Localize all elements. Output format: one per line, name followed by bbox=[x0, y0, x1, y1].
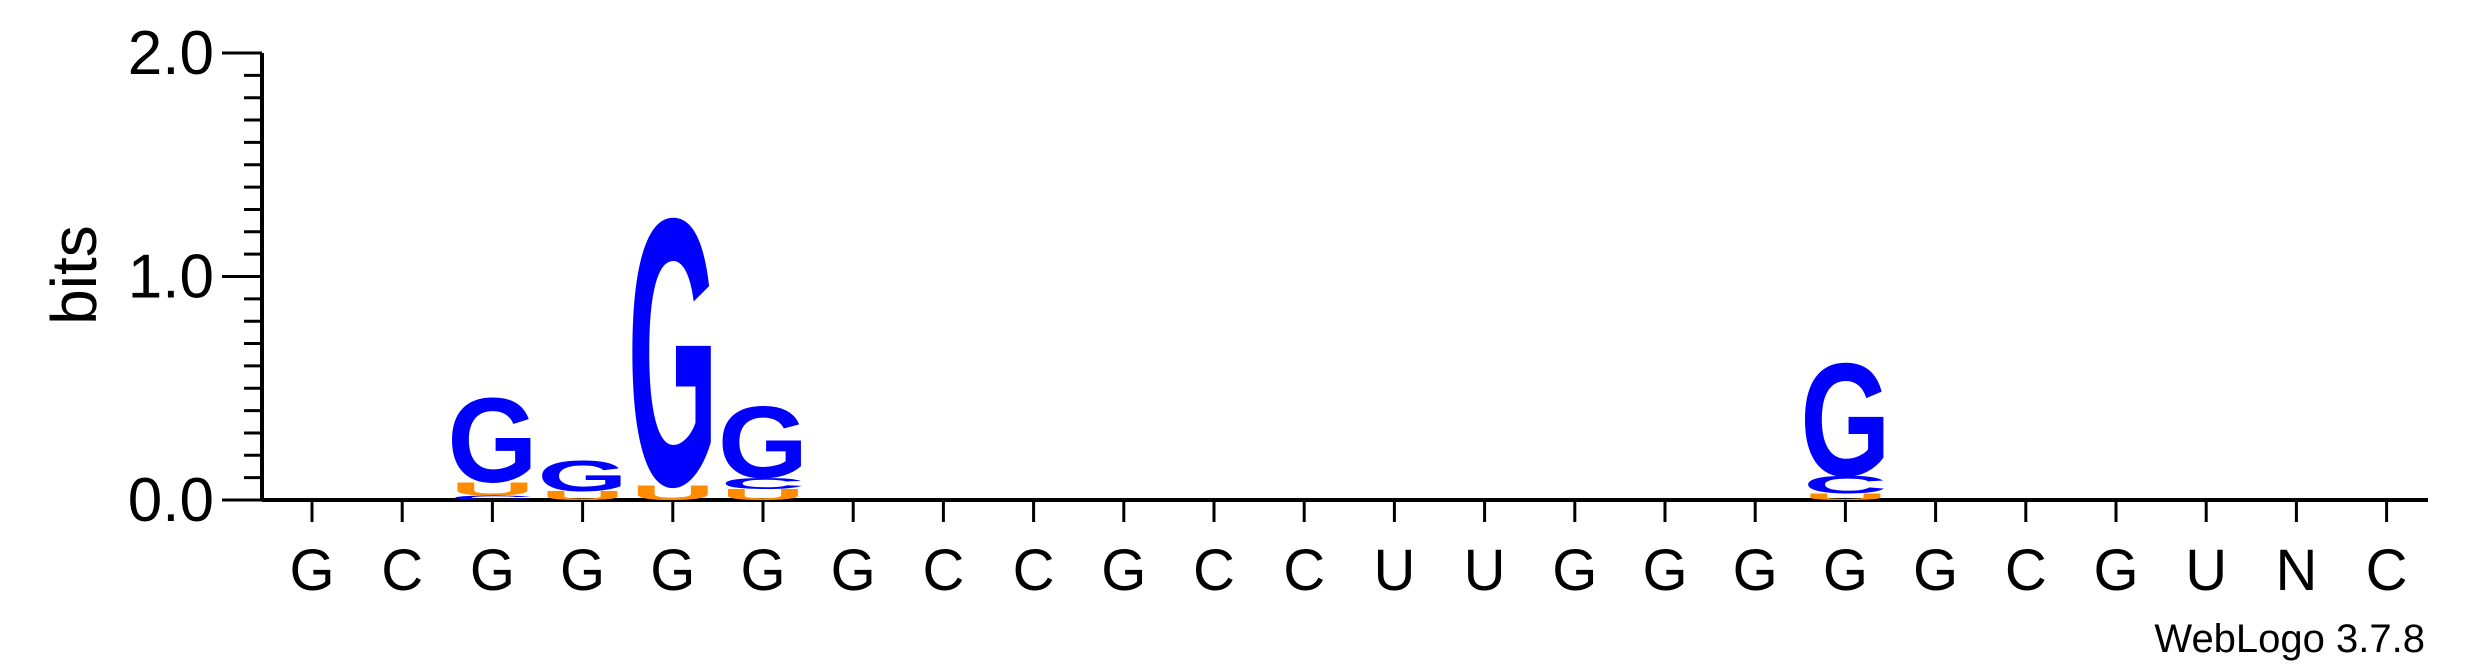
logo-letter-u: U bbox=[450, 479, 534, 500]
x-tick-label: G bbox=[1733, 538, 1778, 603]
x-tick-label: G bbox=[1642, 538, 1687, 603]
x-tick-label: G bbox=[740, 538, 785, 603]
y-tick-label: 1.0 bbox=[128, 243, 214, 312]
logo-letter-g: G bbox=[628, 139, 718, 565]
logo-letter-c: C bbox=[450, 494, 534, 501]
logo-letter-g: G bbox=[447, 374, 537, 509]
x-tick-label: C bbox=[2005, 538, 2047, 603]
x-tick-label: N bbox=[2275, 538, 2317, 603]
x-tick-label: C bbox=[1193, 538, 1235, 603]
y-axis-label: bits bbox=[38, 225, 110, 325]
logo-letter-u: U bbox=[631, 480, 715, 504]
x-tick-label: C bbox=[1283, 538, 1325, 603]
x-tick-label: G bbox=[650, 538, 695, 603]
x-tick-label: G bbox=[831, 538, 876, 603]
weblogo-credit: WebLogo 3.7.8 bbox=[2154, 617, 2425, 661]
logo-letter-g: G bbox=[718, 386, 808, 500]
x-tick-label: U bbox=[2185, 538, 2227, 603]
letter-stacks: CUG UG UG UCG UCG bbox=[447, 139, 1890, 565]
x-tick-label: C bbox=[1013, 538, 1055, 603]
logo-letter-c: C bbox=[721, 475, 805, 492]
x-tick-label: U bbox=[1373, 538, 1415, 603]
x-tick-label: G bbox=[1101, 538, 1146, 603]
x-tick-label: G bbox=[1913, 538, 1958, 603]
x-tick-label: G bbox=[1823, 538, 1868, 603]
x-tick-label: G bbox=[1552, 538, 1597, 603]
x-tick-label: G bbox=[2093, 538, 2138, 603]
logo-letter-u: U bbox=[1803, 492, 1887, 502]
x-tick-label: G bbox=[289, 538, 334, 603]
logo-letter-u: U bbox=[721, 486, 805, 503]
logo-letter-u: U bbox=[541, 489, 625, 503]
logo-letter-g: G bbox=[1800, 330, 1890, 510]
x-tick-label: G bbox=[470, 538, 515, 603]
y-axis: 0.0 1.0 2.0 bbox=[128, 19, 264, 535]
logo-letter-g: G bbox=[537, 452, 627, 501]
x-tick-label: G bbox=[560, 538, 605, 603]
y-tick-label: 0.0 bbox=[128, 466, 214, 535]
y-tick-label: 2.0 bbox=[128, 19, 214, 88]
logo-letter-c: C bbox=[1803, 471, 1887, 499]
x-tick-label: C bbox=[2366, 538, 2408, 603]
x-tick-label: U bbox=[1464, 538, 1506, 603]
x-tick-label: C bbox=[381, 538, 423, 603]
x-tick-label: C bbox=[922, 538, 964, 603]
